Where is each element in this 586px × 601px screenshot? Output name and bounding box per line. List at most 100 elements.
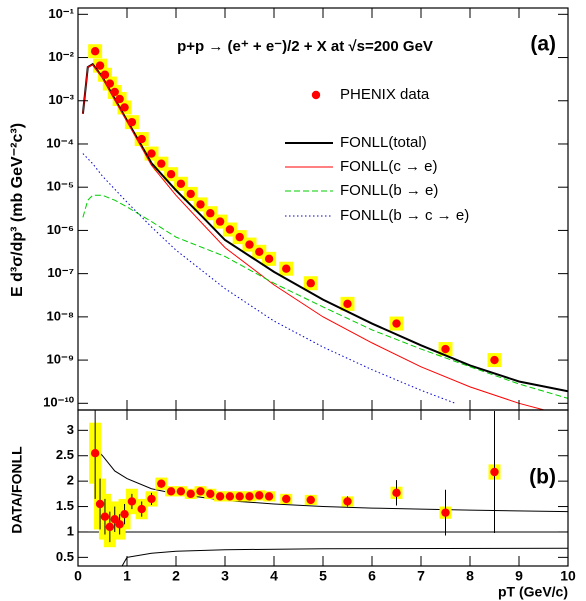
data-point (306, 495, 315, 505)
data-point (166, 487, 176, 496)
data-point (255, 491, 264, 500)
x-axis-label: pT (GeV/c) (498, 584, 568, 600)
curve (82, 153, 456, 404)
data-point (392, 488, 401, 498)
data-point (95, 61, 105, 70)
data-point (95, 499, 105, 509)
data-point (392, 319, 401, 328)
data-point (186, 489, 195, 499)
data-point (110, 87, 119, 97)
x-tick-label: 10 (560, 568, 576, 584)
curve (82, 194, 568, 399)
axes: 10⁻¹⁰ 10⁻⁹ 10⁻⁸ 10⁻⁷ 10⁻⁶ 10⁻⁵ 10⁻⁴ 10⁻³ 10⁻² 10⁻… (43, 6, 576, 584)
data-point (264, 492, 274, 501)
y-tick-label: 2.5 (56, 447, 74, 462)
data-point (206, 209, 215, 218)
data-point (157, 159, 166, 168)
data-point (215, 217, 225, 226)
data-point (215, 492, 225, 501)
data-point (137, 504, 146, 514)
data-point (176, 487, 186, 496)
panel-label: (a) (530, 33, 556, 56)
data-point (115, 520, 124, 529)
y-tick-label: 3 (67, 422, 74, 437)
x-tick-label: 0 (74, 568, 82, 584)
data-point (225, 492, 235, 501)
y-tick-label: 10⁻² (48, 49, 74, 64)
legend-label: FONLL(total) (340, 134, 427, 151)
y-tick-label: 10⁻¹ (48, 6, 74, 21)
data-point (137, 134, 146, 144)
legend-label: FONLL(c → e) (340, 158, 438, 175)
data-point (264, 254, 274, 264)
data-point (176, 179, 186, 188)
data-point (196, 487, 205, 496)
data-point (306, 279, 315, 288)
curve (82, 64, 547, 410)
data-point (90, 47, 100, 56)
data-point (235, 492, 244, 501)
data-point (225, 225, 235, 234)
x-tick-label: 3 (221, 568, 229, 584)
data-point (235, 232, 244, 242)
panel-b-frame (77, 409, 569, 567)
data-point (490, 355, 499, 365)
data-point (100, 512, 110, 521)
data-point (441, 344, 450, 354)
y-tick-label: 0.5 (56, 549, 74, 564)
data-point (282, 494, 291, 504)
x-tick-label: 7 (417, 568, 425, 584)
y-tick-label: 10⁻⁸ (47, 308, 74, 323)
data-point (105, 79, 115, 88)
data-point (343, 299, 352, 309)
data-point (105, 522, 115, 532)
legend-marker (311, 90, 321, 100)
x-tick-label: 5 (319, 568, 327, 584)
panel-a-plot (81, 44, 568, 410)
x-tick-label: 2 (172, 568, 180, 584)
data-point (343, 497, 352, 506)
data-point (206, 489, 215, 499)
data-point (115, 94, 124, 104)
data-point (196, 200, 205, 209)
data-point (127, 497, 137, 506)
x-tick-label: 8 (466, 568, 474, 584)
data-point (245, 240, 254, 249)
x-tick-label: 4 (270, 568, 278, 584)
data-point (490, 467, 499, 477)
data-point (127, 117, 137, 127)
y-tick-label: 1.5 (56, 498, 74, 513)
panel-b-plot (78, 410, 568, 566)
data-point (147, 149, 156, 158)
legend-label: FONLL(b → c → e) (340, 207, 469, 224)
data-point (255, 247, 264, 257)
data-point (90, 448, 100, 458)
x-tick-label: 9 (515, 568, 523, 584)
data-point (186, 189, 195, 199)
y-tick-label: 10⁻⁴ (46, 135, 74, 150)
data-point (120, 509, 129, 519)
data-point (147, 494, 156, 504)
legend-label: FONLL(b → e) (340, 182, 438, 199)
legend-label: PHENIX data (340, 86, 430, 103)
data-point (282, 264, 291, 273)
y-tick-label: 10⁻³ (48, 92, 74, 107)
data-point (100, 70, 110, 79)
y-tick-label: 10⁻⁶ (47, 222, 74, 237)
y-tick-label: 2 (67, 473, 74, 488)
y-tick-label: 10⁻⁹ (47, 352, 75, 367)
data-point (166, 169, 176, 179)
y-tick-label: 10⁻¹⁰ (43, 395, 75, 410)
y-axis-label: DATA/FONLL (9, 446, 25, 534)
data-point (441, 508, 450, 517)
x-tick-label: 1 (123, 568, 131, 584)
y-axis-label: E d³σ/dp³ (mb GeV⁻²c³) (9, 123, 26, 297)
x-tick-label: 6 (368, 568, 376, 584)
data-point (245, 492, 254, 501)
y-tick-label: 10⁻⁵ (47, 179, 74, 194)
panel-label: (b) (529, 466, 556, 489)
y-tick-label: 1 (67, 523, 74, 538)
chart-title: p+p → (e⁺ + e⁻)/2 + X at √s=200 GeV (177, 38, 433, 55)
y-tick-label: 10⁻⁷ (47, 265, 74, 280)
